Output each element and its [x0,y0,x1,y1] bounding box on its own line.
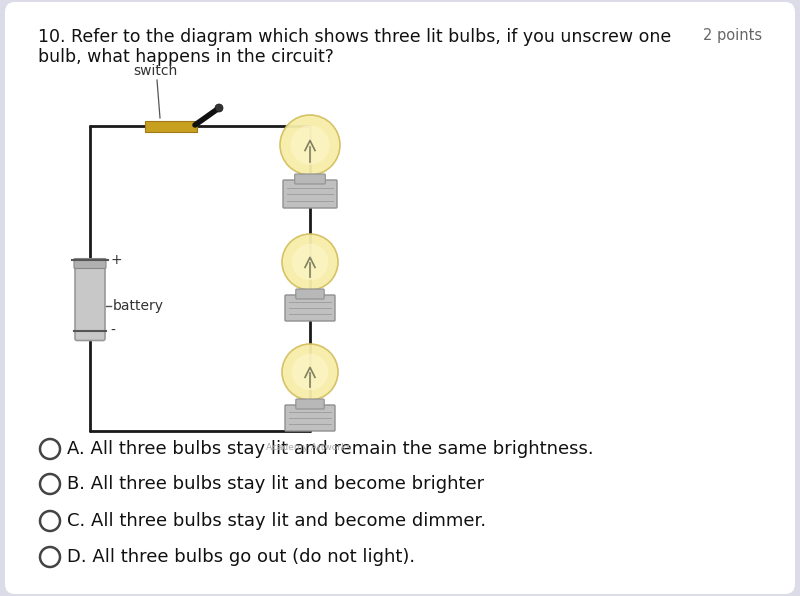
FancyBboxPatch shape [285,405,335,431]
Text: 2 points: 2 points [703,28,762,43]
Circle shape [292,354,328,390]
FancyBboxPatch shape [5,2,795,594]
Text: D. All three bulbs go out (do not light).: D. All three bulbs go out (do not light)… [67,548,415,566]
Circle shape [292,244,328,280]
Text: +: + [110,253,122,266]
Text: A. All three bulbs stay lit and remain the same brightness.: A. All three bulbs stay lit and remain t… [67,440,594,458]
FancyBboxPatch shape [283,180,337,208]
Text: 10. Refer to the diagram which shows three lit bulbs, if you unscrew one: 10. Refer to the diagram which shows thr… [38,28,671,46]
FancyBboxPatch shape [75,262,105,340]
Text: switch: switch [133,64,177,78]
Text: -: - [110,324,115,337]
FancyBboxPatch shape [145,120,197,132]
Circle shape [280,115,340,175]
FancyBboxPatch shape [285,295,335,321]
FancyBboxPatch shape [74,259,106,269]
Circle shape [215,104,223,112]
FancyBboxPatch shape [294,174,326,184]
Text: C. All three bulbs stay lit and become dimmer.: C. All three bulbs stay lit and become d… [67,512,486,530]
Circle shape [290,126,330,164]
Circle shape [282,344,338,400]
FancyBboxPatch shape [296,399,324,409]
Text: Academy Artworks: Academy Artworks [266,443,350,452]
Circle shape [282,234,338,290]
Text: B. All three bulbs stay lit and become brighter: B. All three bulbs stay lit and become b… [67,475,484,493]
Text: battery: battery [113,299,164,313]
Text: bulb, what happens in the circuit?: bulb, what happens in the circuit? [38,48,334,66]
FancyBboxPatch shape [296,289,324,299]
